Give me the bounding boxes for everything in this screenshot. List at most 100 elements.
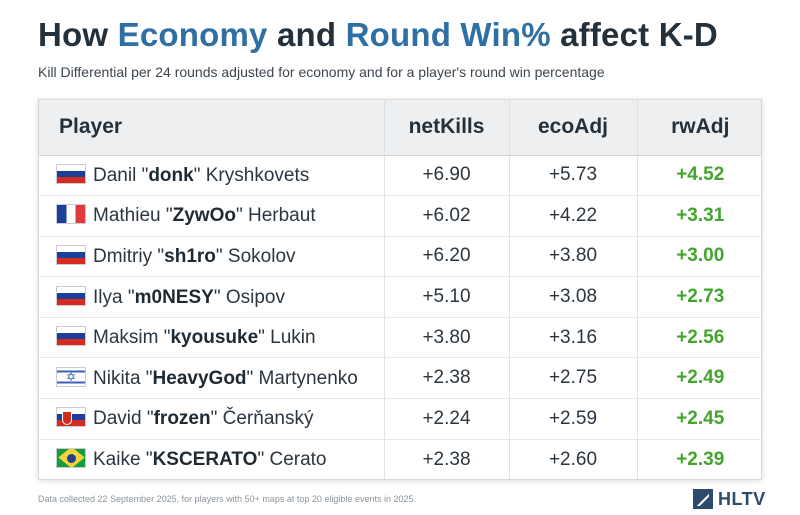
table-row[interactable]: Danil "donk" Kryshkovets +6.90 +5.73 +4.52 [39, 155, 761, 197]
rwadj-cell: +2.49 [637, 357, 761, 400]
player-nickname-quote-open: " [127, 286, 135, 308]
page-title: How Economy and Round Win% affect K-D [38, 16, 718, 54]
player-nickname-quote-open: " [145, 449, 153, 471]
player-nickname: HeavyGod [152, 367, 247, 389]
ecoadj-cell: +5.73 [509, 155, 638, 197]
player-nickname-quote-close: " [235, 205, 243, 227]
player-cell: Kaike "KSCERATO" Cerato [39, 439, 385, 479]
netkills-cell: +6.90 [384, 155, 510, 197]
player-nickname-quote-open: " [163, 327, 171, 349]
column-header-ecoadj[interactable]: ecoAdj [509, 100, 638, 156]
player-nickname-quote-close: " [257, 449, 265, 471]
column-header-netkills[interactable]: netKills [384, 100, 510, 156]
player-first-name: David [93, 408, 147, 430]
france-flag [56, 204, 86, 225]
player-nickname-quote-close: " [213, 286, 221, 308]
ecoadj-cell: +3.08 [509, 276, 638, 318]
player-cell: Mathieu "ZywOo" Herbaut [39, 195, 385, 237]
player-nickname: ZywOo [172, 205, 236, 227]
player-last-name: Martynenko [253, 367, 358, 389]
player-cell: Dmitriy "sh1ro" Sokolov [39, 236, 385, 278]
stats-table: Player netKills ecoAdj rwAdj Danil "donk… [39, 100, 761, 479]
player-nickname-quote-close: " [246, 367, 254, 389]
table-row[interactable]: Dmitriy "sh1ro" Sokolov +6.20 +3.80 +3.00 [39, 236, 761, 278]
player-nickname-quote-close: " [258, 327, 265, 349]
slovakia-flag [56, 407, 86, 428]
table-row[interactable]: David "frozen" Čerňanský +2.24 +2.59 +2.45 [39, 398, 761, 440]
ecoadj-cell: +3.16 [509, 317, 638, 359]
player-nickname: donk [148, 164, 194, 186]
ecoadj-cell: +3.80 [509, 236, 638, 278]
player-cell: Danil "donk" Kryshkovets [39, 155, 385, 197]
player-last-name: Čerňanský [217, 408, 314, 430]
rwadj-cell: +3.00 [637, 236, 761, 278]
netkills-cell: +2.38 [384, 439, 510, 479]
rwadj-cell: +2.45 [637, 398, 761, 440]
player-first-name: Dmitriy [93, 245, 158, 267]
stats-table-card: Player netKills ecoAdj rwAdj Danil "donk… [38, 99, 762, 480]
player-cell: Ilya "m0NESY" Osipov [39, 276, 385, 318]
player-first-name: Ilya [93, 286, 128, 308]
hltv-logo-icon [693, 489, 713, 509]
column-header-rwadj[interactable]: rwAdj [637, 100, 761, 156]
hltv-logo[interactable]: HLTV [693, 488, 766, 510]
rwadj-cell: +3.31 [637, 195, 761, 237]
table-row[interactable]: Ilya "m0NESY" Osipov +5.10 +3.08 +2.73 [39, 276, 761, 318]
russia-flag [56, 244, 86, 265]
russia-flag [56, 326, 86, 347]
player-last-name: Cerato [264, 449, 327, 471]
player-last-name: Sokolov [222, 245, 296, 267]
player-nickname-quote-open: " [141, 164, 149, 186]
player-first-name: Mathieu [93, 205, 166, 227]
player-nickname: m0NESY [134, 286, 214, 308]
rwadj-cell: +2.39 [676, 448, 725, 470]
player-first-name: Nikita [93, 367, 146, 389]
hltv-logo-text: HLTV [718, 488, 766, 509]
player-last-name: Osipov [220, 286, 285, 308]
table-row[interactable]: Mathieu "ZywOo" Herbaut +6.02 +4.22 +3.31 [39, 195, 761, 237]
column-header-player[interactable]: Player [39, 100, 385, 156]
player-nickname-quote-close: " [210, 408, 218, 430]
player-nickname-quote-open: " [165, 205, 173, 227]
player-nickname-quote-open: " [145, 367, 153, 389]
table-row[interactable]: Maksim "kyousuke" Lukin +3.80 +3.16 +2.56 [39, 317, 761, 359]
player-nickname-quote-close: " [193, 164, 201, 186]
player-cell: David "frozen" Čerňanský [39, 398, 385, 440]
player-first-name: Kaike [93, 449, 146, 471]
netkills-cell: +3.80 [384, 317, 510, 359]
ecoadj-cell: +2.60 [509, 439, 638, 479]
netkills-cell: +6.02 [384, 195, 510, 237]
table-header-row: Player netKills ecoAdj rwAdj [39, 100, 761, 156]
player-nickname-quote-close: " [215, 245, 223, 267]
player-last-name: Herbaut [242, 205, 316, 227]
netkills-cell: +5.10 [384, 276, 510, 318]
title-highlight-economy: Economy [117, 16, 268, 53]
player-nickname-quote-open: " [146, 408, 154, 430]
netkills-cell: +2.38 [384, 357, 510, 400]
ecoadj-cell: +2.75 [509, 357, 638, 400]
table-row[interactable]: Nikita "HeavyGod" Martynenko+2.38+2.75+2… [39, 357, 761, 400]
player-nickname: sh1ro [164, 245, 216, 267]
player-cell: Maksim "kyousuke" Lukin [39, 317, 385, 359]
page-subtitle: Kill Differential per 24 rounds adjusted… [38, 64, 605, 80]
player-first-name: Danil [93, 164, 142, 186]
netkills-cell: +6.20 [384, 236, 510, 278]
ecoadj-cell: +2.59 [509, 398, 638, 440]
player-first-name: Maksim [93, 327, 164, 349]
player-cell: Nikita "HeavyGod" Martynenko [39, 357, 385, 400]
title-part-3: affect K-D [550, 16, 718, 53]
brazil-flag [56, 448, 86, 469]
rwadj-cell: +4.52 [637, 155, 761, 197]
russia-flag [56, 285, 86, 306]
israel-flag [56, 366, 86, 387]
player-nickname: frozen [153, 408, 211, 430]
player-nickname: KSCERATO [152, 449, 258, 471]
netkills-cell: +2.24 [384, 398, 510, 440]
title-part-1: How [38, 16, 118, 53]
table-row[interactable]: Kaike "KSCERATO" Cerato +2.38 +2.60 +2.39 [39, 439, 761, 479]
player-nickname-quote-open: " [157, 245, 165, 267]
rwadj-cell: +2.56 [637, 317, 761, 359]
player-last-name: Lukin [264, 327, 316, 349]
title-highlight-round-win: Round Win% [345, 16, 551, 53]
table-body: Danil "donk" Kryshkovets +6.90 +5.73 +4.52 M… [39, 155, 761, 479]
